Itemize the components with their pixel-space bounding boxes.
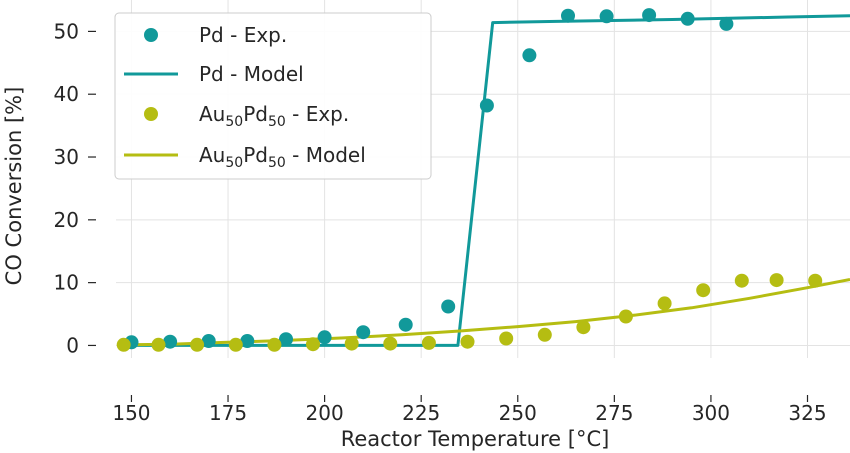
y-tick-label: 10 [54, 271, 79, 295]
x-tick-label: 275 [595, 401, 633, 425]
x-tick-label: 300 [692, 401, 730, 425]
data-point-au50pd50-exp [576, 320, 591, 335]
data-point-pd-exp [561, 8, 575, 23]
x-tick-label: 200 [306, 401, 344, 425]
x-tick-label: 250 [499, 401, 537, 425]
series-line-au50pd50-model [123, 278, 850, 347]
legend-label-aupd-model: Au50Pd50 - Model [199, 143, 366, 171]
legend: Pd - Exp. Pd - Model Au50Pd50 - Exp. Au5… [114, 12, 432, 180]
data-point-au50pd50-exp [808, 273, 823, 288]
x-tick-label: 225 [402, 401, 440, 425]
y-tick-label: 50 [54, 19, 79, 43]
data-point-pd-exp [317, 330, 332, 345]
data-point-pd-exp [201, 334, 216, 348]
x-tick-label: 150 [112, 401, 150, 425]
data-point-au50pd50-exp [151, 337, 166, 352]
data-point-pd-exp [642, 8, 657, 23]
legend-label-pd-exp: Pd - Exp. [199, 23, 287, 47]
y-tick-label: 40 [54, 82, 79, 106]
y-tick-label: 20 [54, 208, 79, 232]
legend-marker-aupd-exp [144, 107, 158, 121]
data-point-pd-exp [356, 325, 371, 340]
data-point-au50pd50-exp [769, 273, 784, 288]
data-point-au50pd50-exp [116, 337, 131, 352]
x-tick-label: 175 [209, 401, 247, 425]
data-point-au50pd50-exp [267, 337, 282, 352]
data-point-au50pd50-exp [421, 335, 436, 350]
data-point-au50pd50-exp [618, 309, 633, 324]
data-point-pd-exp [719, 16, 734, 31]
plot-area [116, 8, 850, 352]
x-tick-label: 325 [788, 401, 826, 425]
data-point-au50pd50-exp [306, 337, 320, 352]
data-point-au50pd50-exp [190, 337, 205, 352]
data-point-au50pd50-exp [383, 336, 398, 351]
legend-label-aupd-exp: Au50Pd50 - Exp. [199, 102, 349, 130]
data-point-pd-exp [479, 98, 494, 113]
x-axis-label: Reactor Temperature [°C] [341, 427, 610, 451]
data-point-pd-exp [522, 48, 537, 63]
data-point-pd-exp [240, 334, 255, 348]
data-point-pd-exp [279, 332, 293, 347]
data-point-pd-exp [599, 9, 614, 24]
data-point-pd-exp [398, 317, 413, 332]
legend-marker-pd-exp [144, 28, 158, 42]
y-tick-label: 30 [54, 145, 79, 169]
data-point-pd-exp [680, 11, 695, 26]
data-point-au50pd50-exp [344, 336, 359, 351]
y-axis-label: CO Conversion [%] [2, 87, 26, 286]
data-point-pd-exp [163, 334, 178, 349]
series-line-pd-model [123, 14, 850, 347]
data-point-au50pd50-exp [460, 334, 475, 349]
legend-frame [114, 12, 432, 180]
y-tick-label: 0 [66, 333, 79, 357]
data-point-au50pd50-exp [657, 296, 672, 311]
data-point-au50pd50-exp [734, 273, 749, 288]
data-point-pd-exp [441, 299, 456, 314]
data-point-au50pd50-exp [499, 331, 514, 346]
data-point-au50pd50-exp [537, 327, 552, 342]
data-point-au50pd50-exp [228, 337, 243, 352]
data-point-au50pd50-exp [696, 283, 711, 298]
axes: 150 175 200 225 250 275 300 325 0 10 20 30 40 50 [54, 19, 827, 425]
legend-label-pd-model: Pd - Model [199, 62, 304, 86]
